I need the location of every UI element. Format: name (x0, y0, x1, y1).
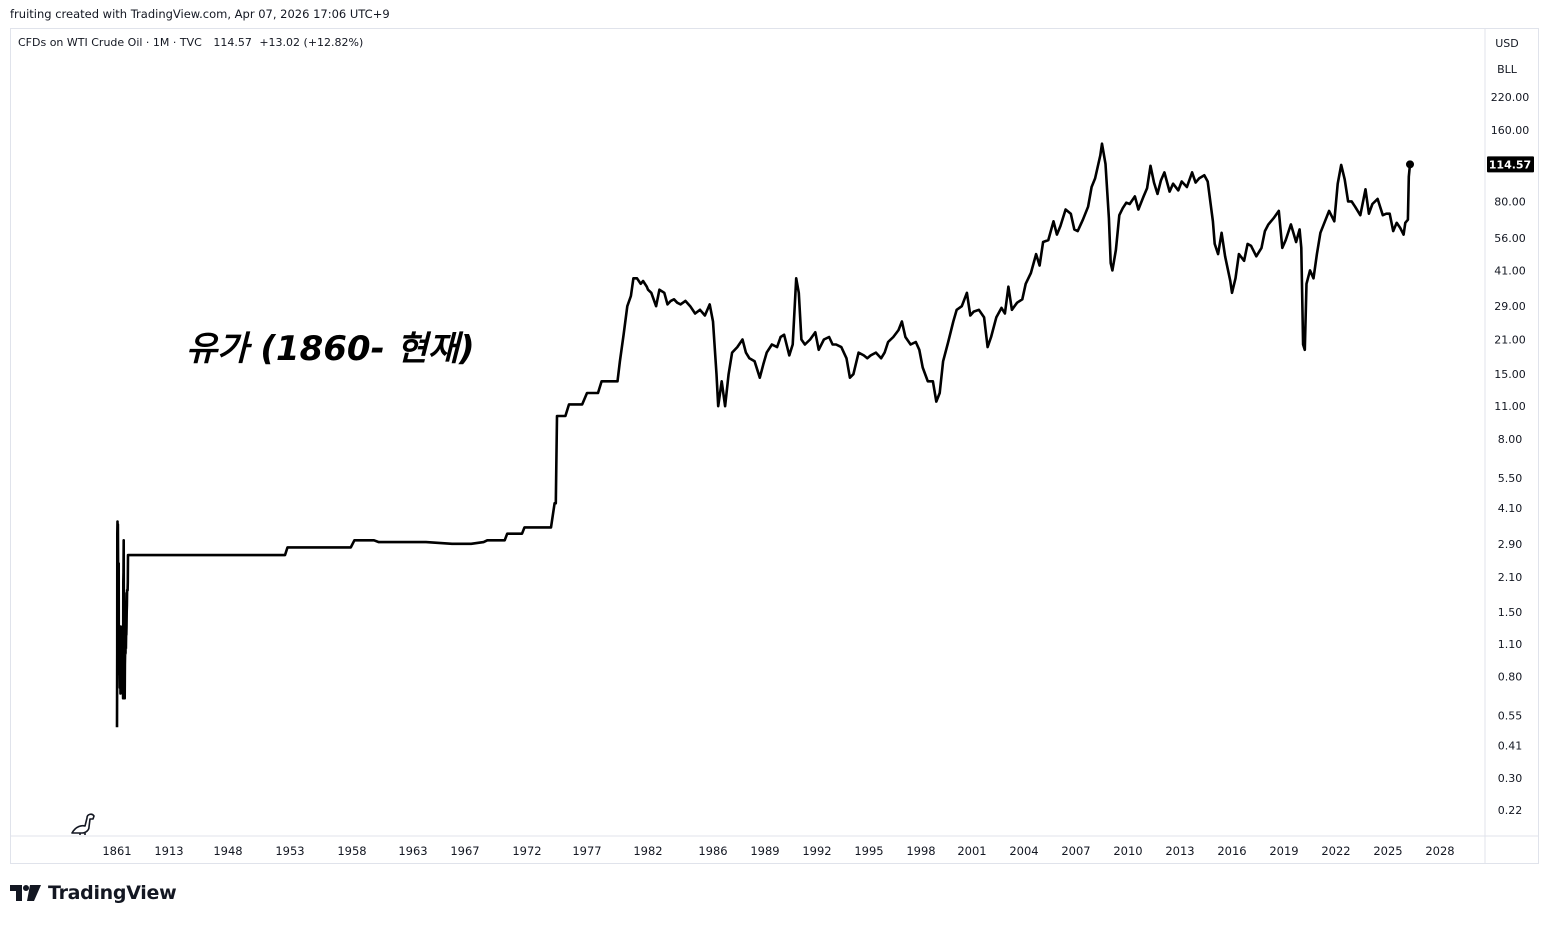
y-tick-label: 160.00 (1491, 124, 1530, 137)
x-tick-label: 1861 (102, 844, 131, 858)
y-tick-label: 15.00 (1494, 368, 1526, 381)
y-tick-label: 0.55 (1498, 709, 1523, 722)
tradingview-brand: TradingView (48, 882, 177, 904)
x-tick-label: 2013 (1165, 844, 1194, 858)
x-tick-label: 1913 (154, 844, 183, 858)
symbol-title[interactable]: CFDs on WTI Crude Oil · 1M · TVC (18, 36, 202, 49)
y-tick-label: 4.10 (1498, 502, 1523, 515)
tradingview-logo[interactable]: TradingView (10, 882, 177, 904)
x-tick-label: 2025 (1373, 844, 1402, 858)
y-tick-label: 80.00 (1494, 195, 1526, 208)
tradingview-logo-icon (10, 885, 41, 901)
y-tick-label: 0.30 (1498, 772, 1523, 785)
x-tick-label: 1982 (633, 844, 662, 858)
symbol-legend[interactable]: CFDs on WTI Crude Oil · 1M · TVC 114.57 … (18, 36, 367, 49)
y-tick-label: 11.00 (1494, 400, 1526, 413)
y-tick-label: 2.90 (1498, 538, 1523, 551)
last-price-label-text: 114.57 (1489, 158, 1531, 171)
x-tick-label: 1972 (512, 844, 541, 858)
chart-panel[interactable] (10, 28, 1539, 864)
chart-caption: fruiting created with TradingView.com, A… (10, 7, 390, 21)
x-tick-label: 2004 (1009, 844, 1038, 858)
x-tick-label: 1992 (802, 844, 831, 858)
y-tick-label: 5.50 (1498, 472, 1523, 485)
x-tick-label: 2028 (1425, 844, 1454, 858)
x-tick-label: 1989 (750, 844, 779, 858)
y-tick-label: 220.00 (1491, 91, 1530, 104)
y-tick-label: 8.00 (1498, 433, 1523, 446)
x-tick-label: 1958 (337, 844, 366, 858)
price-axis[interactable]: 220.00 160.00 80.00 56.00 41.00 29.00 21.00 15.… (1491, 91, 1530, 817)
x-tick-label: 2019 (1269, 844, 1298, 858)
x-tick-label: 1977 (572, 844, 601, 858)
x-tick-label: 1953 (275, 844, 304, 858)
y-tick-label: 0.80 (1498, 671, 1523, 684)
last-price-label: 114.57 (1487, 156, 1534, 173)
dino-icon[interactable] (70, 808, 98, 840)
currency-label[interactable]: USD (1495, 37, 1519, 50)
chart-annotation-title: 유가 (1860- 현재) (186, 329, 475, 369)
x-tick-label: 1995 (854, 844, 883, 858)
x-tick-label: 1986 (698, 844, 727, 858)
last-price: 114.57 (213, 36, 252, 49)
y-tick-label: 29.00 (1494, 300, 1526, 313)
y-tick-label: 1.10 (1498, 638, 1523, 651)
x-tick-label: 2022 (1321, 844, 1350, 858)
x-tick-label: 1967 (450, 844, 479, 858)
x-tick-label: 1998 (906, 844, 935, 858)
price-change: +13.02 (+12.82%) (259, 36, 364, 49)
y-tick-label: 0.41 (1498, 740, 1523, 753)
x-tick-label: 2010 (1113, 844, 1142, 858)
time-axis[interactable]: 1861 1913 1948 1953 1958 1963 1967 1972 1977 1982… (102, 844, 1454, 858)
y-tick-label: 1.50 (1498, 606, 1523, 619)
x-tick-label: 2001 (957, 844, 986, 858)
x-tick-label: 1963 (398, 844, 427, 858)
y-tick-label: 2.10 (1498, 571, 1523, 584)
x-tick-label: 2016 (1217, 844, 1246, 858)
last-price-dot (1406, 160, 1415, 169)
y-tick-label: 0.22 (1498, 804, 1523, 817)
y-tick-label: 56.00 (1494, 232, 1526, 245)
x-tick-label: 2007 (1061, 844, 1090, 858)
x-tick-label: 1948 (213, 844, 242, 858)
y-tick-label: 21.00 (1494, 333, 1526, 346)
price-series-line (115, 142, 1412, 728)
unit-label[interactable]: BLL (1497, 63, 1517, 76)
y-tick-label: 41.00 (1494, 264, 1526, 277)
